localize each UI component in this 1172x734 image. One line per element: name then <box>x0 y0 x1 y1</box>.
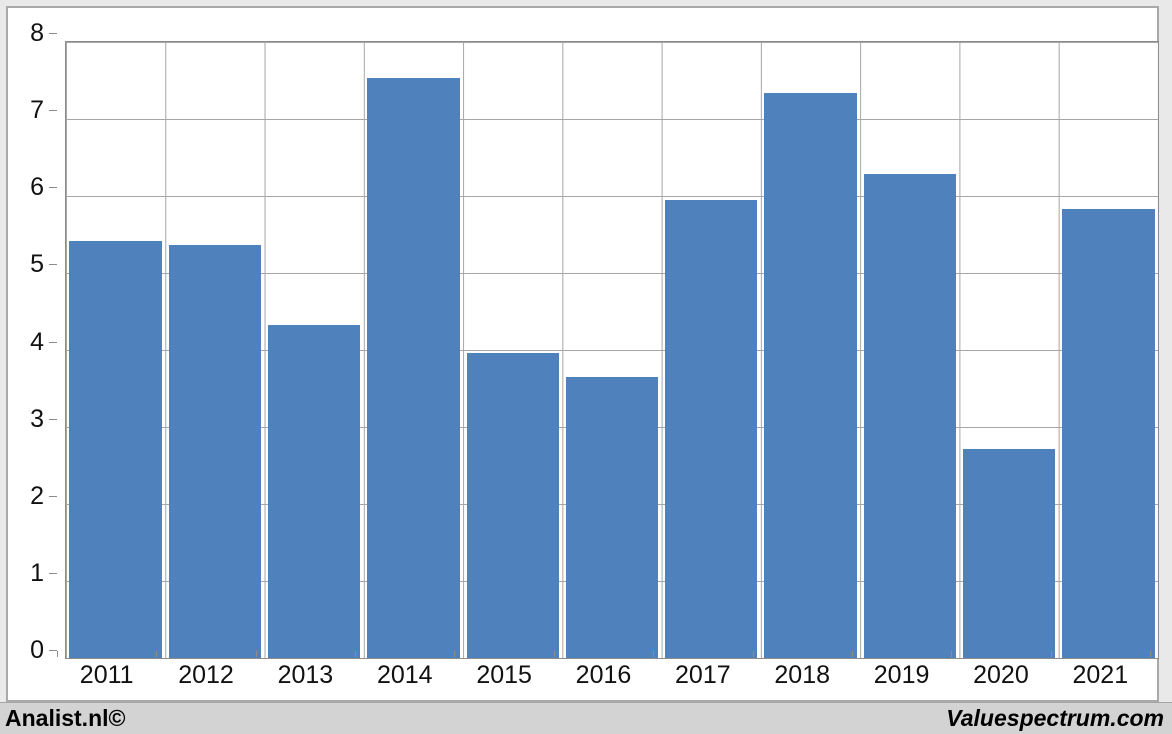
x-axis-tick <box>653 651 655 657</box>
x-axis-label-2012: 2012 <box>178 661 234 689</box>
x-axis-tick <box>355 651 357 657</box>
bar-2011 <box>69 241 162 658</box>
plot-area <box>65 41 1159 659</box>
x-axis-label-2018: 2018 <box>774 661 831 689</box>
x-axis-tick <box>851 651 853 657</box>
bar-2019 <box>863 174 956 658</box>
y-axis-label-5: 5 <box>30 250 44 279</box>
x-axis-label-2015: 2015 <box>476 661 532 689</box>
y-axis-tick <box>49 650 57 651</box>
x-axis-label-2021: 2021 <box>1072 661 1129 689</box>
x-axis-tick <box>951 651 953 657</box>
x-axis-label-2011: 2011 <box>79 661 134 689</box>
y-axis-tick <box>49 341 57 343</box>
bar-2018 <box>764 92 857 658</box>
x-axis-label-2020: 2020 <box>973 661 1029 689</box>
bar-2012 <box>168 244 262 658</box>
y-axis-label-6: 6 <box>30 173 44 202</box>
bar-2017 <box>665 199 758 658</box>
y-axis-tick <box>49 418 57 420</box>
y-axis-tick <box>49 495 57 497</box>
y-axis-label-4: 4 <box>30 327 44 356</box>
x-axis-label-2014: 2014 <box>376 661 433 689</box>
y-axis-label-8: 8 <box>30 19 44 47</box>
x-axis-tick <box>752 651 754 657</box>
bar-2020 <box>962 448 1056 658</box>
x-axis-label-2019: 2019 <box>873 661 930 689</box>
y-axis-tick <box>49 572 57 574</box>
y-axis-tick <box>49 110 57 112</box>
x-axis-label-2017: 2017 <box>675 661 731 689</box>
valuespectrum-brand-text: Valuespectrum.com <box>946 705 1164 731</box>
bar-2016 <box>565 376 659 658</box>
x-axis-tick <box>553 651 555 657</box>
y-axis-label-3: 3 <box>30 404 44 433</box>
x-axis-tick <box>255 651 257 657</box>
footer-bar: Analist.nl© Valuespectrum.com <box>0 702 1172 734</box>
x-axis-tick <box>454 651 456 657</box>
bar-2015 <box>466 353 559 658</box>
analist-brand-text: Analist.nl© <box>5 705 126 731</box>
chart-canvas <box>6 6 1159 702</box>
y-axis-tick <box>49 264 57 266</box>
y-axis-tick <box>49 33 57 34</box>
y-axis-label-7: 7 <box>30 96 44 125</box>
y-axis-label-1: 1 <box>30 558 44 587</box>
x-axis-tick <box>57 651 58 657</box>
bar-2014 <box>367 78 460 658</box>
x-axis-tick <box>1050 651 1052 657</box>
x-axis-tick <box>1150 651 1151 657</box>
y-axis-label-2: 2 <box>30 481 44 510</box>
bar-2013 <box>268 325 361 658</box>
y-axis-tick <box>49 187 57 189</box>
y-axis-label-0: 0 <box>30 636 44 664</box>
x-axis-tick <box>156 651 158 657</box>
x-axis-label-2016: 2016 <box>575 661 632 689</box>
bar-2021 <box>1062 209 1155 658</box>
x-axis-label-2013: 2013 <box>277 661 334 689</box>
